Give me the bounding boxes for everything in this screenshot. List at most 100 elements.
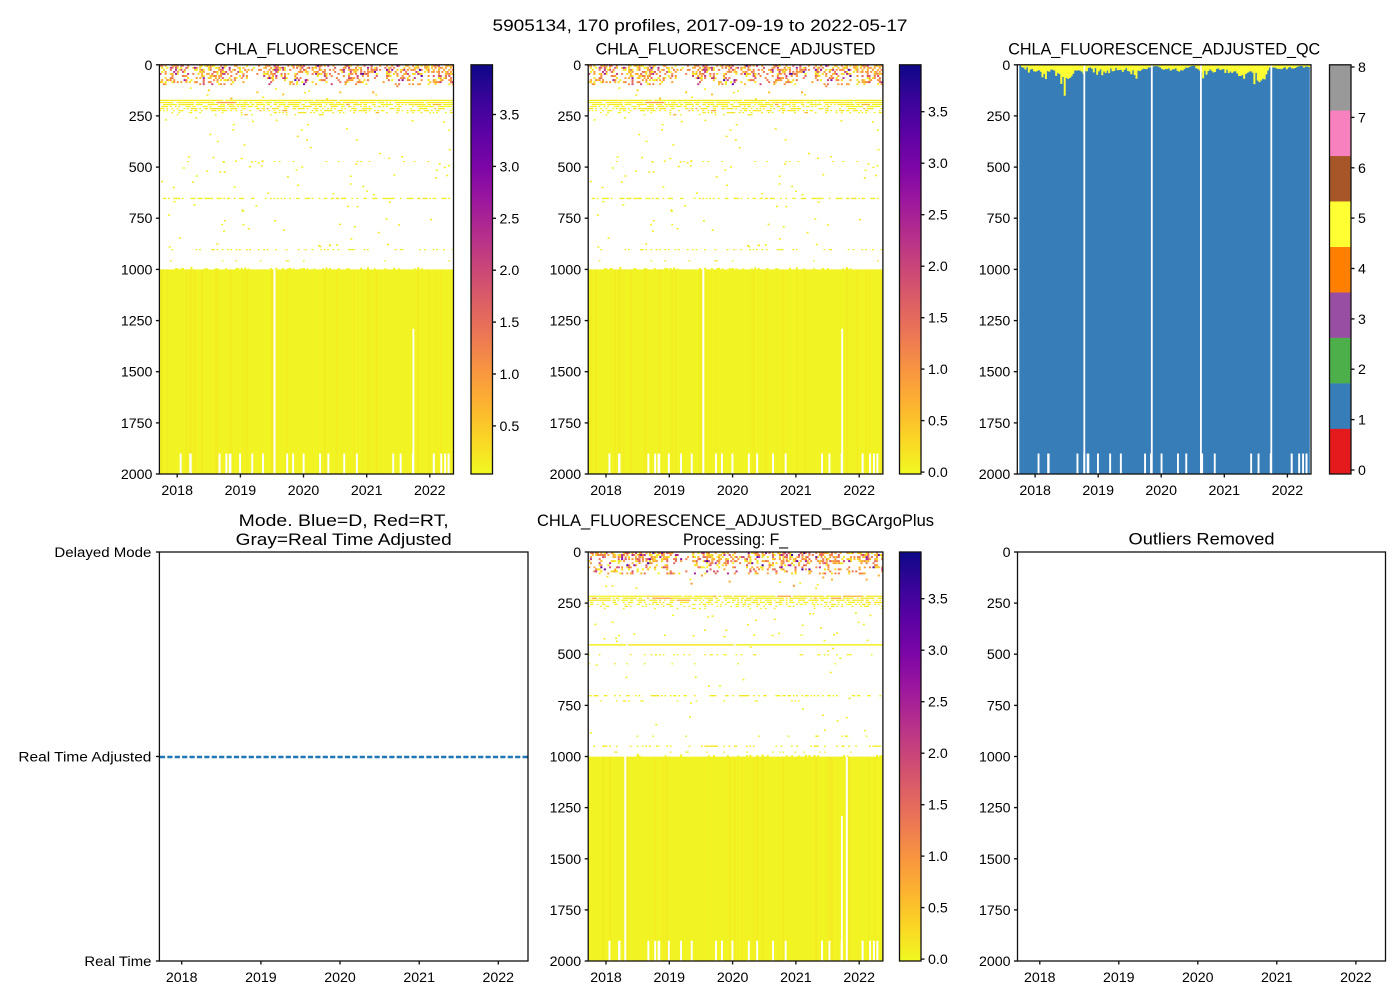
svg-text:2018: 2018 xyxy=(1019,483,1051,499)
svg-text:2021: 2021 xyxy=(1261,970,1293,986)
svg-text:250: 250 xyxy=(987,596,1011,612)
svg-text:1250: 1250 xyxy=(121,314,153,330)
svg-text:1.0: 1.0 xyxy=(928,849,948,865)
svg-text:2.5: 2.5 xyxy=(928,695,948,711)
svg-text:750: 750 xyxy=(558,698,582,714)
svg-text:2021: 2021 xyxy=(780,483,812,499)
svg-text:750: 750 xyxy=(987,211,1011,227)
svg-text:750: 750 xyxy=(129,211,153,227)
svg-text:0.5: 0.5 xyxy=(928,901,948,917)
svg-text:6: 6 xyxy=(1358,161,1366,177)
svg-text:750: 750 xyxy=(987,698,1011,714)
svg-text:2019: 2019 xyxy=(1082,483,1114,499)
svg-text:5: 5 xyxy=(1358,211,1366,227)
svg-text:2019: 2019 xyxy=(654,483,686,499)
svg-text:CHLA_FLUORESCENCE_ADJUSTED: CHLA_FLUORESCENCE_ADJUSTED xyxy=(596,41,876,59)
svg-text:2020: 2020 xyxy=(717,970,749,986)
svg-text:3: 3 xyxy=(1358,312,1366,328)
svg-text:1.0: 1.0 xyxy=(500,367,520,383)
svg-text:1750: 1750 xyxy=(979,416,1011,432)
svg-text:2000: 2000 xyxy=(550,954,582,970)
svg-text:750: 750 xyxy=(558,211,582,227)
svg-text:500: 500 xyxy=(987,647,1011,663)
svg-text:Gray=Real Time Adjusted: Gray=Real Time Adjusted xyxy=(236,531,452,549)
svg-text:2020: 2020 xyxy=(1145,483,1177,499)
svg-text:2018: 2018 xyxy=(1024,970,1056,986)
svg-text:3.0: 3.0 xyxy=(928,156,948,172)
svg-text:0: 0 xyxy=(1002,58,1010,74)
svg-text:2000: 2000 xyxy=(550,467,582,483)
svg-text:0.0: 0.0 xyxy=(928,465,948,481)
svg-text:0.0: 0.0 xyxy=(928,952,948,968)
svg-text:1000: 1000 xyxy=(550,750,582,766)
svg-text:250: 250 xyxy=(558,596,582,612)
svg-text:1500: 1500 xyxy=(550,852,582,868)
svg-text:3.0: 3.0 xyxy=(500,159,520,175)
svg-text:2.5: 2.5 xyxy=(928,208,948,224)
svg-text:Delayed Mode: Delayed Mode xyxy=(54,545,151,561)
svg-text:2018: 2018 xyxy=(161,483,193,499)
svg-text:0: 0 xyxy=(1003,545,1011,561)
svg-text:2019: 2019 xyxy=(1103,970,1135,986)
svg-text:1000: 1000 xyxy=(121,262,153,278)
svg-text:250: 250 xyxy=(129,109,153,125)
svg-text:2020: 2020 xyxy=(717,483,749,499)
svg-text:1.5: 1.5 xyxy=(928,798,948,814)
svg-text:2.0: 2.0 xyxy=(928,746,948,762)
svg-text:2021: 2021 xyxy=(1209,483,1241,499)
svg-text:3.5: 3.5 xyxy=(928,592,948,608)
svg-text:0.5: 0.5 xyxy=(500,419,520,435)
svg-text:1750: 1750 xyxy=(121,416,153,432)
svg-text:2.0: 2.0 xyxy=(500,263,520,279)
svg-text:2022: 2022 xyxy=(843,970,875,986)
svg-text:1250: 1250 xyxy=(979,801,1011,817)
svg-text:1500: 1500 xyxy=(979,365,1011,381)
svg-text:2: 2 xyxy=(1358,362,1366,378)
svg-text:Outliers Removed: Outliers Removed xyxy=(1129,531,1275,549)
svg-text:500: 500 xyxy=(558,647,582,663)
svg-text:2018: 2018 xyxy=(590,970,622,986)
svg-text:2022: 2022 xyxy=(1272,483,1304,499)
svg-text:Processing: F_: Processing: F_ xyxy=(683,531,789,549)
svg-text:1: 1 xyxy=(1358,413,1366,429)
svg-text:1.5: 1.5 xyxy=(500,315,520,331)
svg-text:0: 0 xyxy=(1358,463,1366,479)
svg-text:2021: 2021 xyxy=(351,483,383,499)
svg-text:2021: 2021 xyxy=(403,970,435,986)
svg-text:500: 500 xyxy=(558,160,582,176)
svg-text:1000: 1000 xyxy=(979,262,1011,278)
svg-text:1250: 1250 xyxy=(550,801,582,817)
svg-text:1250: 1250 xyxy=(979,314,1011,330)
svg-text:500: 500 xyxy=(987,160,1011,176)
svg-text:CHLA_FLUORESCENCE: CHLA_FLUORESCENCE xyxy=(215,41,399,59)
svg-text:2020: 2020 xyxy=(324,970,356,986)
svg-text:2018: 2018 xyxy=(590,483,622,499)
svg-text:0: 0 xyxy=(573,58,581,74)
svg-text:1500: 1500 xyxy=(550,365,582,381)
svg-text:3.5: 3.5 xyxy=(500,108,520,124)
svg-text:CHLA_FLUORESCENCE_ADJUSTED_BGC: CHLA_FLUORESCENCE_ADJUSTED_BGCArgoPlus xyxy=(537,512,934,530)
svg-text:2019: 2019 xyxy=(245,970,277,986)
svg-text:0: 0 xyxy=(145,58,153,74)
svg-text:3.5: 3.5 xyxy=(928,105,948,121)
svg-text:250: 250 xyxy=(558,109,582,125)
svg-text:1000: 1000 xyxy=(979,750,1011,766)
svg-text:2020: 2020 xyxy=(288,483,320,499)
svg-text:4: 4 xyxy=(1358,262,1366,278)
svg-text:0: 0 xyxy=(573,545,581,561)
svg-text:1000: 1000 xyxy=(550,262,582,278)
svg-text:2022: 2022 xyxy=(414,483,446,499)
svg-text:1250: 1250 xyxy=(550,314,582,330)
svg-text:2022: 2022 xyxy=(1340,970,1372,986)
svg-text:1.0: 1.0 xyxy=(928,362,948,378)
svg-text:1750: 1750 xyxy=(979,903,1011,919)
svg-text:1500: 1500 xyxy=(121,365,153,381)
svg-text:2022: 2022 xyxy=(843,483,875,499)
svg-text:2021: 2021 xyxy=(780,970,812,986)
svg-text:1750: 1750 xyxy=(550,903,582,919)
svg-text:2000: 2000 xyxy=(121,467,153,483)
svg-text:1.5: 1.5 xyxy=(928,311,948,327)
svg-text:2019: 2019 xyxy=(225,483,257,499)
svg-text:7: 7 xyxy=(1358,110,1366,126)
svg-text:Real Time: Real Time xyxy=(84,954,151,970)
